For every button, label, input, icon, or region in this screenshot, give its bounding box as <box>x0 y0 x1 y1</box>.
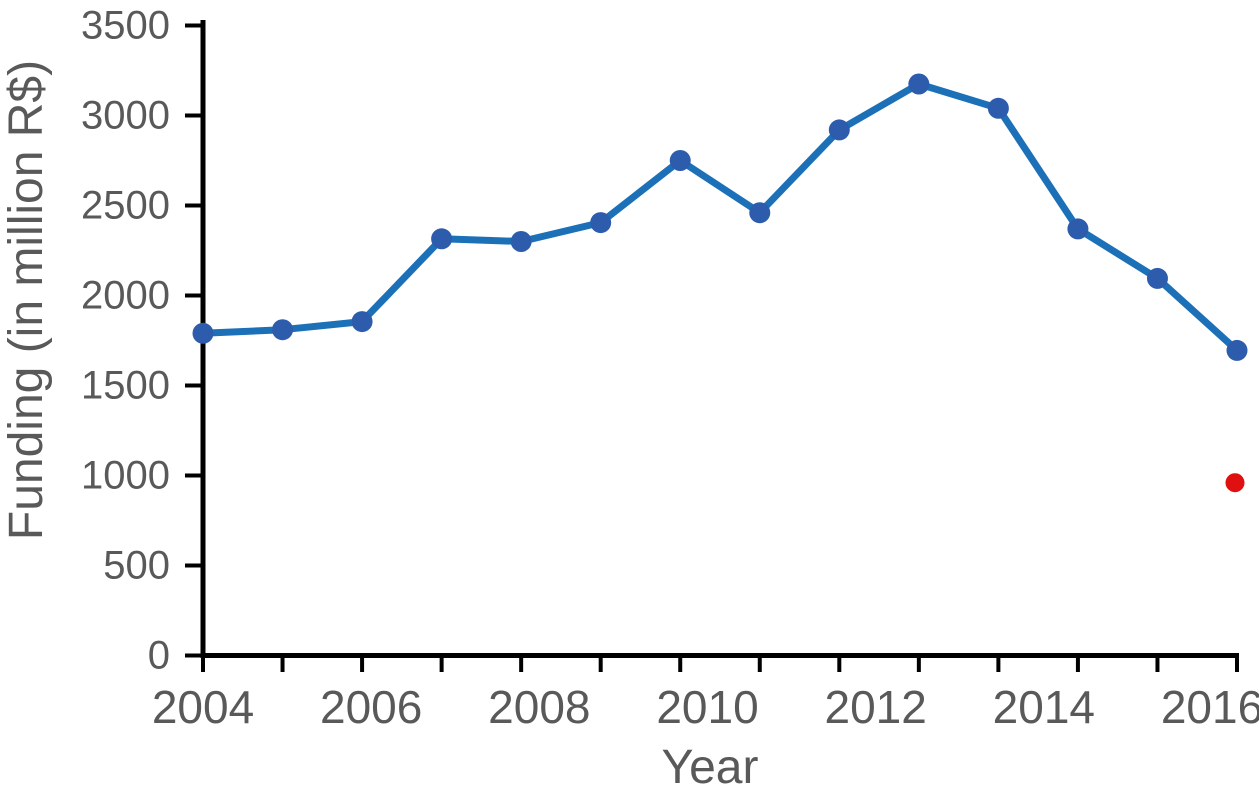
data-point-2004 <box>192 322 214 344</box>
y-tick-label-2000: 2000 <box>81 274 170 318</box>
data-point-2011 <box>749 202 771 224</box>
y-axis-tick-labels: 0 500 1000 1500 2000 2500 3000 3500 <box>81 4 170 678</box>
x-tick-label-2004: 2004 <box>152 681 254 733</box>
data-point-2005 <box>272 319 294 341</box>
data-point-2017 <box>1226 339 1248 361</box>
y-axis-ticks <box>185 23 203 658</box>
x-tick-label-2014: 2014 <box>993 681 1095 733</box>
data-point-2007 <box>431 228 453 250</box>
y-axis-title: Funding (in million R$) <box>0 60 53 540</box>
x-axis-ticks <box>201 655 1239 672</box>
y-tick-label-3500: 3500 <box>81 4 170 48</box>
projected-funding-point <box>1225 473 1245 493</box>
x-tick-label-2006: 2006 <box>320 681 422 733</box>
data-point-2010 <box>669 150 691 171</box>
data-point-2015 <box>1067 218 1089 240</box>
y-tick-label-0: 0 <box>148 634 170 678</box>
x-tick-label-2016: 2016 <box>1161 681 1259 733</box>
data-point-2009 <box>590 212 612 234</box>
funding-line <box>199 80 1241 354</box>
data-point-2016 <box>1146 267 1168 289</box>
data-point-2012 <box>828 119 850 141</box>
x-axis-tick-labels: 2004 2006 2008 2010 2012 2014 2016 <box>152 681 1259 733</box>
data-point-2008 <box>510 231 532 252</box>
funding-series <box>192 73 1248 361</box>
data-point-2014 <box>987 97 1009 119</box>
x-tick-label-2008: 2008 <box>488 681 590 733</box>
x-axis-title: Year <box>662 741 759 794</box>
y-tick-label-3000: 3000 <box>81 94 170 138</box>
y-tick-label-500: 500 <box>103 544 170 588</box>
data-point-2013 <box>908 73 930 95</box>
y-tick-label-1500: 1500 <box>81 364 170 408</box>
x-tick-label-2012: 2012 <box>824 681 926 733</box>
x-tick-label-2010: 2010 <box>656 681 758 733</box>
y-tick-label-1000: 1000 <box>81 454 170 498</box>
data-point-2006 <box>351 311 373 333</box>
y-tick-label-2500: 2500 <box>81 184 170 228</box>
projected-funding-point-group <box>1225 473 1245 493</box>
